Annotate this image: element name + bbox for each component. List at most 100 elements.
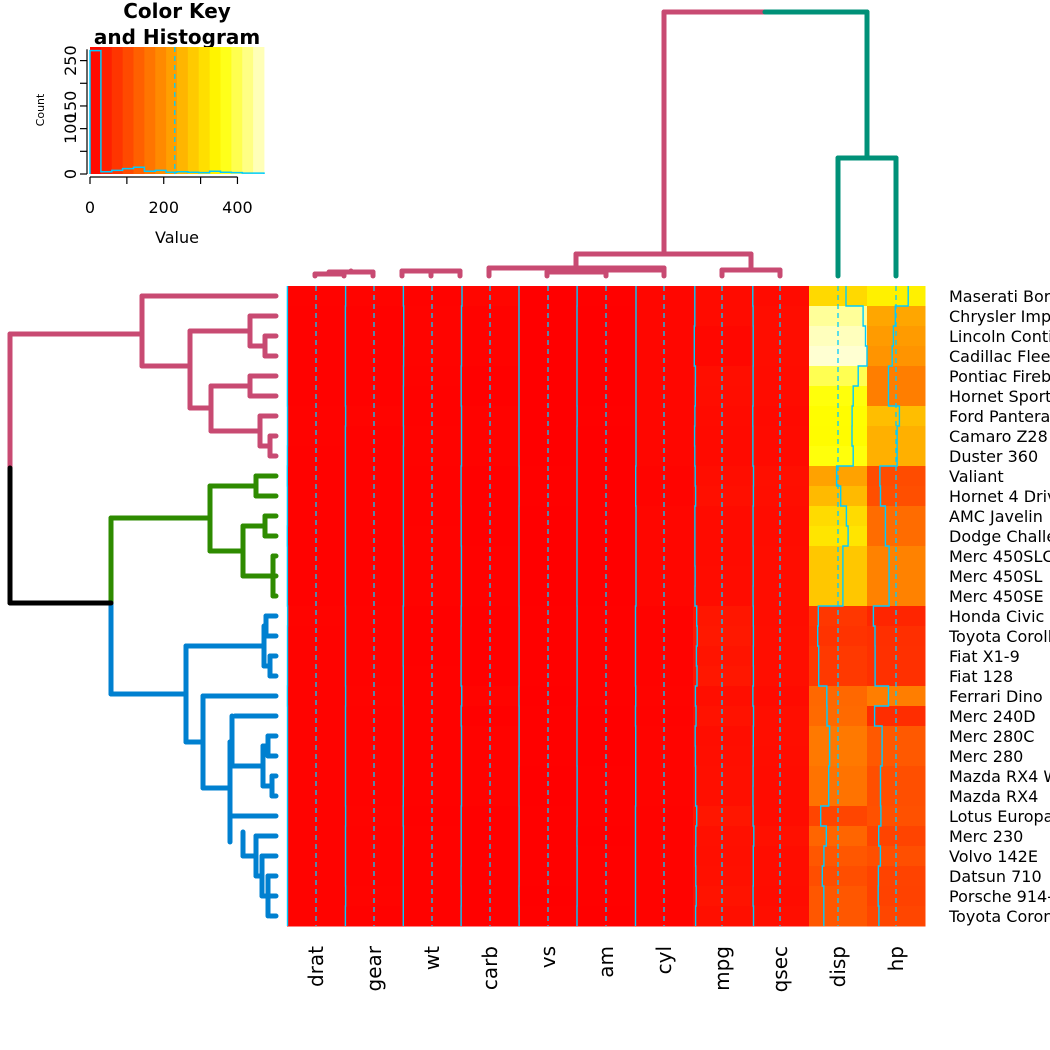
color-key-xlabel: Value bbox=[155, 228, 199, 247]
color-key-swatch bbox=[90, 47, 102, 174]
column-label: vs bbox=[536, 946, 560, 968]
heatmap-cell bbox=[635, 706, 694, 727]
heatmap-cell bbox=[577, 786, 636, 807]
heatmap-cell bbox=[693, 426, 752, 447]
column-labels: drat gear wt carb vs am cyl mpg qsec disp hp bbox=[304, 945, 908, 992]
row-label: Ford Pantera L bbox=[949, 407, 1050, 426]
heatmap-cell bbox=[693, 526, 752, 547]
heatmap-cell bbox=[461, 866, 520, 887]
row-label: Fiat 128 bbox=[949, 667, 1013, 686]
row-label: Mazda RX4 Wag bbox=[949, 767, 1050, 786]
color-key-x-tick-label: 0 bbox=[85, 198, 95, 217]
column-label: gear bbox=[362, 945, 386, 991]
row-label: Pontiac Firebird bbox=[949, 367, 1050, 386]
heatmap-cell bbox=[345, 686, 404, 707]
heatmap-cell bbox=[635, 426, 694, 447]
column-label: hp bbox=[884, 946, 908, 971]
heatmap-cell bbox=[751, 786, 810, 807]
trace-line bbox=[460, 286, 463, 926]
heatmap-cell bbox=[519, 866, 578, 887]
heatmap-cell bbox=[635, 686, 694, 707]
heatmap-cell bbox=[287, 806, 346, 827]
heatmap-cell bbox=[345, 806, 404, 827]
row-label: Merc 450SL bbox=[949, 567, 1042, 586]
row-label: Mazda RX4 bbox=[949, 787, 1038, 806]
color-key-swatch bbox=[144, 47, 156, 174]
row-label: Toyota Corolla bbox=[948, 627, 1050, 646]
heatmap-cell bbox=[693, 626, 752, 647]
heatmap-cell bbox=[751, 506, 810, 527]
heatmap-cell bbox=[287, 426, 346, 447]
trace-line bbox=[872, 286, 909, 926]
heatmap-cell bbox=[693, 446, 752, 467]
trace-line bbox=[817, 286, 868, 926]
trace-line bbox=[402, 286, 405, 926]
heatmap-cell bbox=[809, 806, 868, 827]
heatmap-cell bbox=[693, 806, 752, 827]
heatmap-cell bbox=[287, 326, 346, 347]
heatmap-cell bbox=[751, 886, 810, 907]
heatmap-cell bbox=[693, 686, 752, 707]
row-label: Duster 360 bbox=[949, 447, 1038, 466]
row-label: Cadillac Fleetwood bbox=[949, 347, 1050, 366]
heatmap-cell bbox=[403, 426, 462, 447]
heatmap-cell bbox=[809, 786, 868, 807]
heatmap-cell bbox=[577, 326, 636, 347]
heatmap-cell bbox=[519, 786, 578, 807]
column-dendrogram bbox=[312, 9, 899, 279]
heatmap-cell bbox=[345, 506, 404, 527]
heatmap-cell bbox=[461, 706, 520, 727]
color-key-swatch bbox=[100, 47, 113, 174]
column-label: disp bbox=[826, 946, 850, 987]
heatmap-cell bbox=[461, 886, 520, 907]
heatmap-cell bbox=[809, 606, 868, 627]
row-label: Lincoln Continental bbox=[949, 327, 1050, 346]
heatmap-cell bbox=[809, 426, 868, 447]
heatmap-cell bbox=[345, 886, 404, 907]
heatmap-cell bbox=[867, 526, 926, 547]
row-label: Merc 450SE bbox=[949, 587, 1044, 606]
heatmap-cell bbox=[403, 806, 462, 827]
heatmap-cell bbox=[809, 526, 868, 547]
heatmap-cell bbox=[809, 346, 868, 367]
heatmap-cell bbox=[461, 506, 520, 527]
heatmap-cell bbox=[867, 506, 926, 527]
heatmap-cell bbox=[693, 326, 752, 347]
heatmap-cell bbox=[635, 326, 694, 347]
trace-line bbox=[752, 286, 755, 926]
heatmap-cell bbox=[287, 346, 346, 367]
heatmap-cell bbox=[287, 786, 346, 807]
row-label: Toyota Corona bbox=[948, 907, 1050, 926]
row-label: Merc 450SLC bbox=[949, 547, 1050, 566]
heatmap-cell bbox=[403, 526, 462, 547]
heatmap-cell bbox=[867, 346, 926, 367]
color-key-swatch bbox=[231, 47, 243, 174]
row-label: Dodge Challenger bbox=[949, 527, 1050, 546]
heatmap-cell bbox=[519, 886, 578, 907]
heatmap-cell bbox=[867, 326, 926, 347]
heatmap-cell bbox=[345, 706, 404, 727]
heatmap-cell bbox=[403, 886, 462, 907]
heatmap-cell bbox=[867, 626, 926, 647]
column-label: am bbox=[594, 946, 618, 978]
heatmap-cell bbox=[345, 866, 404, 887]
heatmap-cell bbox=[751, 626, 810, 647]
heatmap-cell bbox=[519, 346, 578, 367]
heatmap-cell bbox=[345, 446, 404, 467]
heatmap-cell bbox=[693, 886, 752, 907]
color-key-x-tick-label: 400 bbox=[222, 198, 253, 217]
heatmap-cell bbox=[577, 346, 636, 367]
row-dendrogram bbox=[7, 293, 279, 919]
heatmap-cell bbox=[577, 526, 636, 547]
row-label: Ferrari Dino bbox=[949, 687, 1043, 706]
heatmap-cell bbox=[751, 866, 810, 887]
heatmap-cell bbox=[345, 786, 404, 807]
heatmap-cell bbox=[287, 626, 346, 647]
heatmap-cell bbox=[345, 326, 404, 347]
heatmap-cell bbox=[751, 606, 810, 627]
row-label: Merc 280C bbox=[949, 727, 1034, 746]
heatmap-cell bbox=[287, 506, 346, 527]
heatmap-cell bbox=[403, 506, 462, 527]
